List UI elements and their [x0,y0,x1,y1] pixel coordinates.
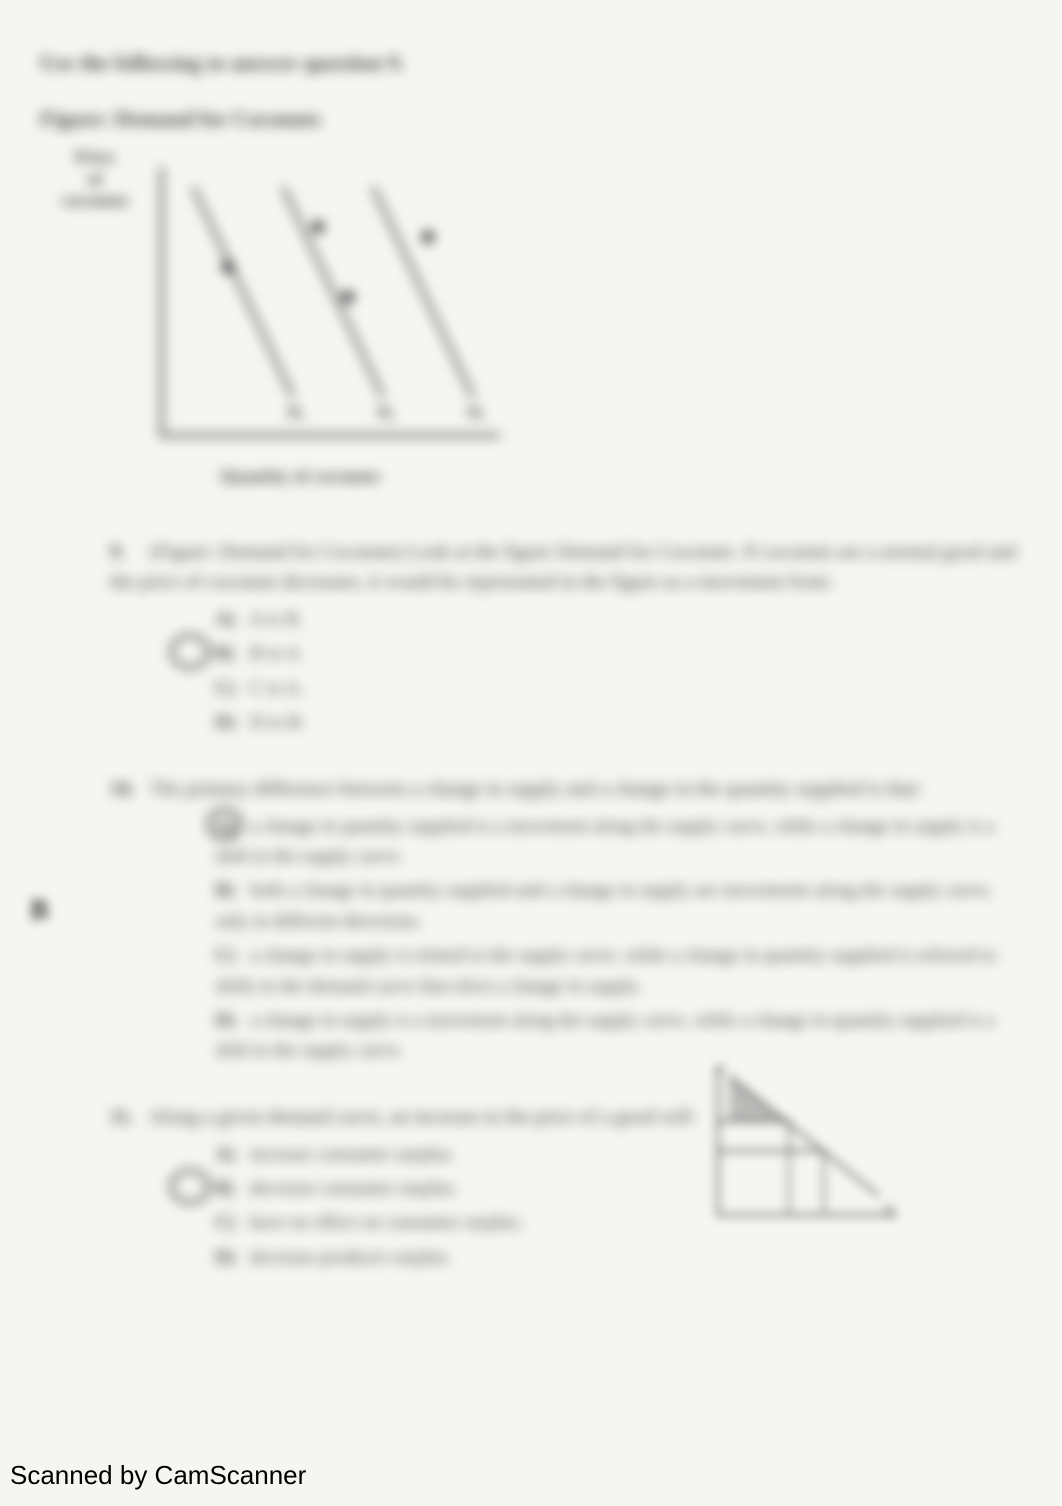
option-9d: D) D to B. [215,708,1022,738]
circle-mark-icon [207,808,242,840]
small-axes: P Q [717,1066,897,1216]
option-10b: B) both a change in quantity supplied an… [215,876,1022,937]
scanner-footer: Scanned by CamScanner [10,1460,306,1491]
y-axis-label: Price of coconuts [40,147,150,212]
q-text: The primary difference between a change … [150,778,923,800]
margin-annotation: B [30,895,65,930]
option-10c: C) a change in supply is related to the … [215,941,1022,1002]
question-10: 10. The primary difference between a cha… [110,774,1022,1067]
chart-svg: D₁ D₂ D₃ [163,167,503,437]
consumer-surplus-graph: P Q [702,1056,922,1246]
q-number: 10. [110,774,145,804]
demand-chart: Price of coconuts D₁ D₂ D₃ Quantity of c… [40,147,520,487]
figure-title: Figure: Demand for Coconuts [40,106,1022,132]
q-number: 9. [110,537,145,567]
svg-text:Q: Q [884,1203,894,1216]
q-text: Along a given demand curve, an increase … [149,1106,697,1128]
q-text: (Figure: Demand for Coconuts) Look at th… [110,541,1016,593]
option-9b: B) B to A. [215,639,1022,669]
question-9: 9. (Figure: Demand for Coconuts) Look at… [110,537,1022,739]
option-9a: A) A to B. [215,605,1022,635]
q-number: 11. [110,1102,145,1132]
selection-mark-icon [170,1169,210,1204]
svg-text:D₃: D₃ [468,404,485,421]
option-9c: C) C to A. [215,674,1022,704]
chart-axes: D₁ D₂ D₃ [160,167,500,437]
document-page: Use the following to answer question 9. … [0,0,1062,1506]
svg-text:D₂: D₂ [378,404,395,421]
svg-text:P: P [719,1066,725,1078]
svg-text:D₁: D₁ [288,404,305,421]
instruction-text: Use the following to answer question 9. [40,50,1022,76]
small-graph-svg: P Q [719,1066,899,1216]
option-10a: A) a change in quantity supplied is a mo… [215,812,1022,873]
option-11d: D) decrease producer surplus. [215,1243,1022,1273]
x-axis-label: Quantity of coconuts [220,466,380,487]
selection-mark-icon [170,634,210,669]
options-q9: A) A to B. B) B to A. C) C to A. D) D to… [215,605,1022,739]
options-q10: A) a change in quantity supplied is a mo… [215,812,1022,1067]
